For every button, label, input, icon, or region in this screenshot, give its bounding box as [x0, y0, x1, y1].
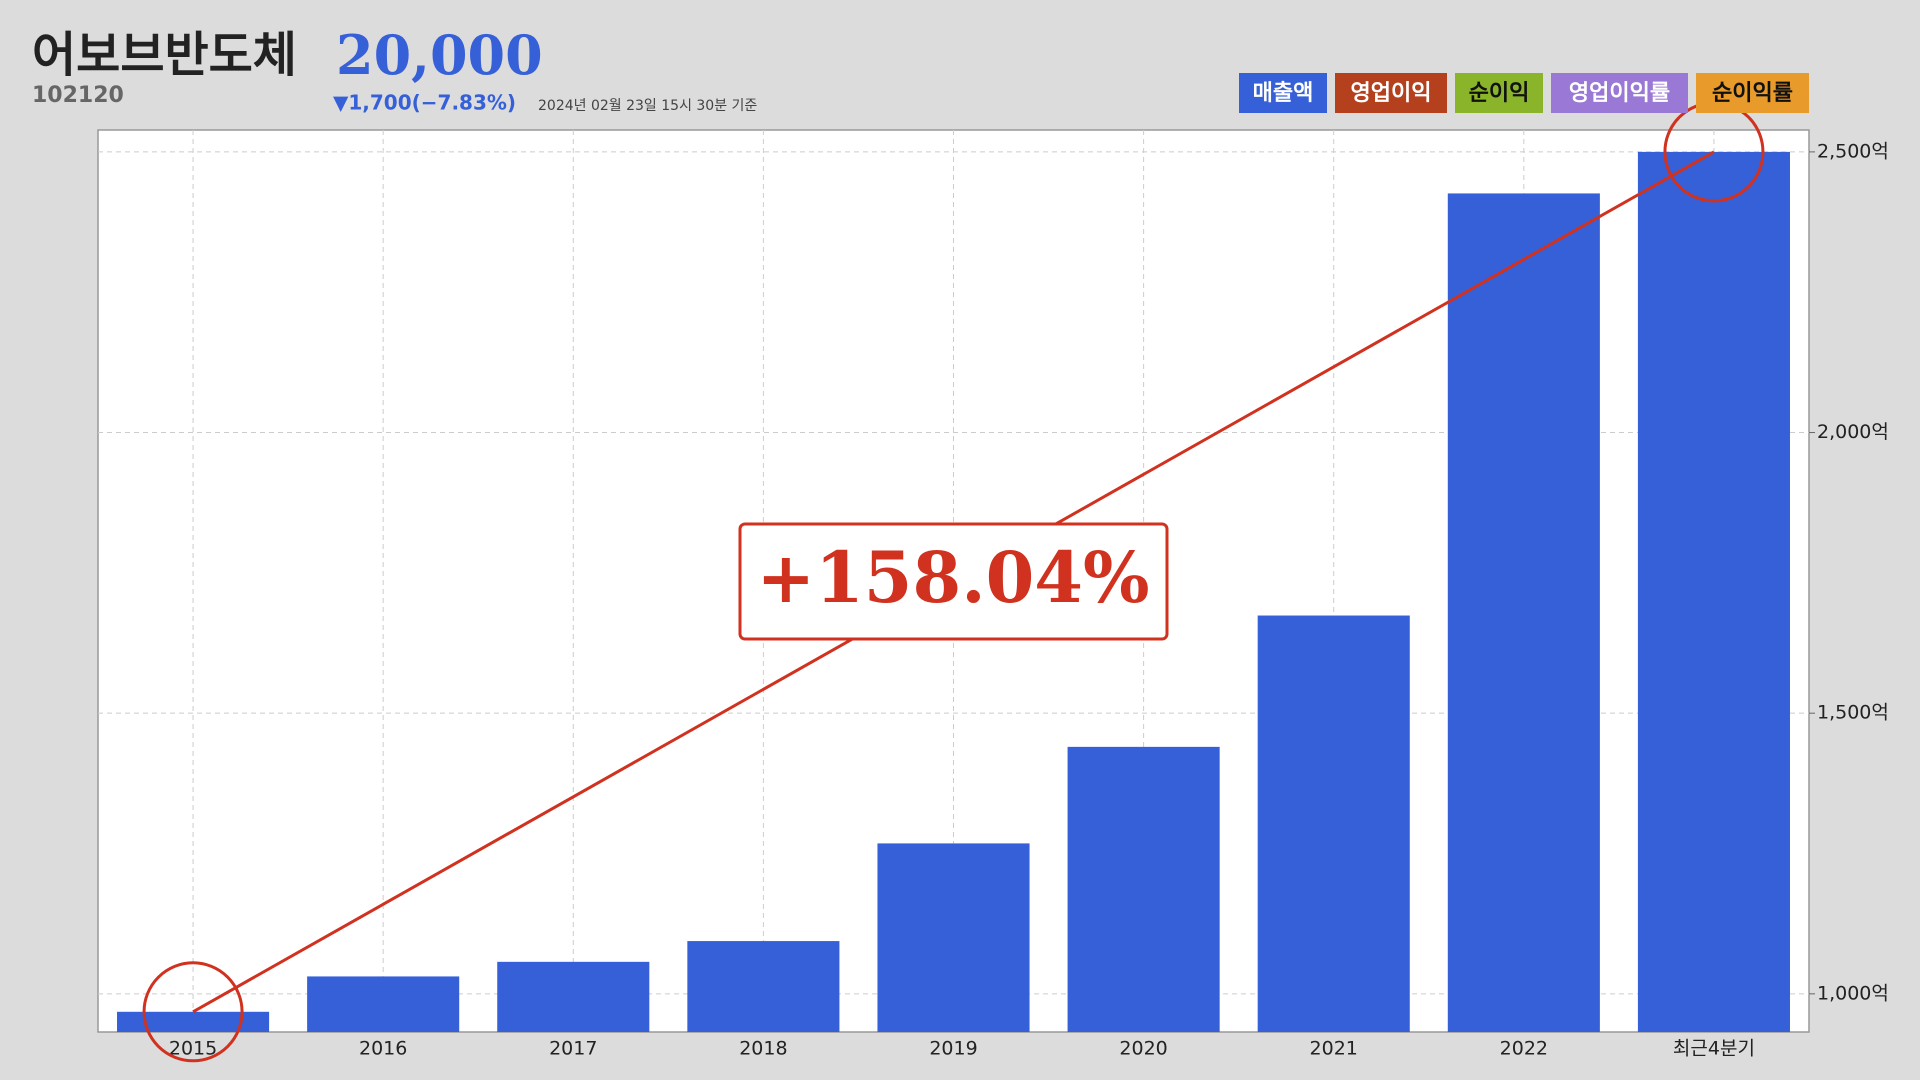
bar [307, 976, 460, 1032]
bar [687, 941, 840, 1032]
bar [117, 1011, 270, 1032]
legend-label[interactable]: 매출액 [1253, 81, 1314, 106]
legend-button[interactable] [1696, 73, 1809, 113]
legend-button[interactable] [1335, 73, 1447, 113]
y-tick-label: 2,000억 [1817, 421, 1889, 443]
legend-label[interactable]: 영업이익 [1351, 81, 1432, 106]
x-tick-label: 최근4분기 [1673, 1038, 1755, 1060]
bar [1447, 193, 1600, 1032]
highlight-circle [142, 961, 244, 1063]
stock-code: 102120 [32, 83, 124, 108]
y-tick-label: 1,500억 [1817, 702, 1889, 724]
bar [1257, 615, 1410, 1032]
x-tick-label: 2018 [739, 1038, 787, 1060]
x-tick-label: 2015 [169, 1038, 217, 1060]
x-tick-label: 2021 [1310, 1038, 1358, 1060]
x-tick-label: 2017 [549, 1038, 597, 1060]
y-tick-label: 2,500억 [1817, 140, 1889, 162]
price: 20,000 [336, 23, 543, 87]
legend-button[interactable] [1455, 73, 1543, 113]
annotation-box [738, 522, 1169, 641]
legend-label[interactable]: 순이익 [1469, 81, 1530, 106]
x-tick-label: 2016 [359, 1038, 407, 1060]
y-tick-label: 1,000억 [1817, 982, 1889, 1004]
bar [877, 843, 1030, 1032]
x-tick-label: 2020 [1119, 1038, 1167, 1060]
x-tick-label: 2019 [929, 1038, 977, 1060]
bar [1067, 746, 1220, 1032]
bar [497, 961, 650, 1032]
legend-button[interactable] [1551, 73, 1688, 113]
x-tick-label: 2022 [1500, 1038, 1548, 1060]
legend-button[interactable] [1239, 73, 1327, 113]
annotation-text: +158.04% [756, 536, 1149, 619]
company-name: 어보브반도체 [32, 27, 297, 83]
legend-label[interactable]: 순이익률 [1712, 81, 1793, 106]
legend-label[interactable]: 영업이익률 [1569, 81, 1670, 106]
price-change: ▼1,700(−7.83%) [333, 91, 516, 115]
bar [1637, 151, 1790, 1032]
timestamp: 2024년 02월 23일 15시 30분 기준 [538, 98, 757, 114]
